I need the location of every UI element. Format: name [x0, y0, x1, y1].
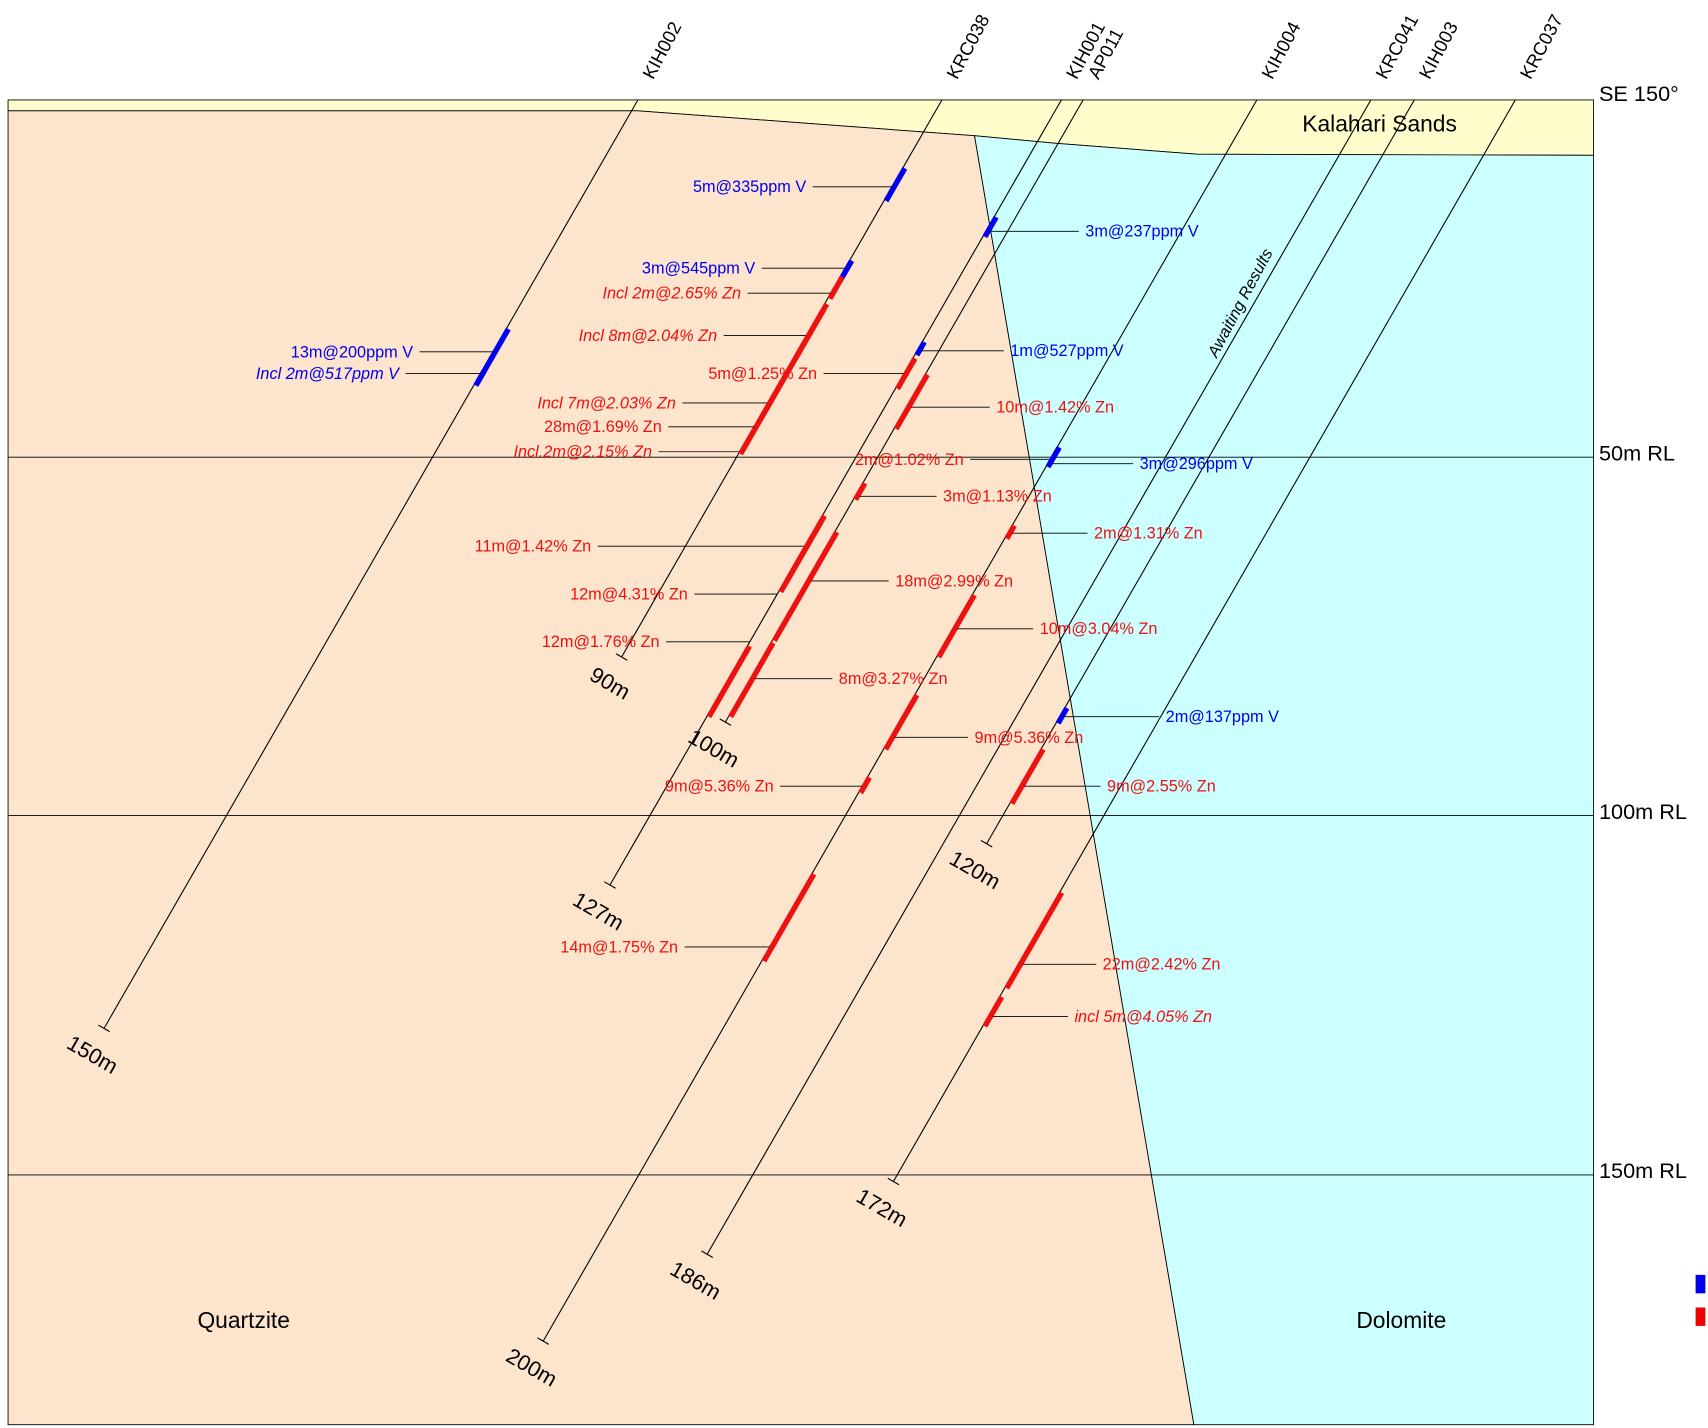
unit-label: Quartzite	[197, 1307, 289, 1333]
intercept-bar	[827, 275, 845, 300]
intercept-bar	[1045, 446, 1062, 469]
hole-end-tick	[98, 1024, 110, 1033]
intercept-label: 10m@1.42% Zn	[996, 399, 1114, 417]
intercept-bar	[895, 357, 918, 391]
intercept-bar	[853, 481, 868, 501]
intercept-label: 3m@237ppm V	[1085, 223, 1198, 241]
intercept-label: 2m@137ppm V	[1166, 708, 1279, 726]
intercept-label: 13m@200ppm V	[291, 343, 413, 361]
unit-label: Kalahari Sands	[1302, 110, 1457, 136]
drill-hole	[103, 99, 639, 1029]
intercept-bar	[740, 302, 830, 453]
hole-end-tick	[980, 840, 993, 848]
intercept-label: 2m@1.31% Zn	[1094, 525, 1203, 543]
intercept-label: 1m@527ppm V	[1010, 342, 1123, 360]
intercept-bar	[982, 995, 1005, 1028]
intercept-bar	[883, 693, 920, 751]
intercept-label: Incl 2m@2.65% Zn	[603, 285, 742, 303]
hole-end-tick	[719, 718, 732, 726]
intercept-label: Incl 7m@2.03% Zn	[537, 394, 676, 412]
intercept-bar	[982, 215, 999, 239]
intercept-bar	[1004, 524, 1017, 540]
intercept-label: 12m@1.76% Zn	[542, 633, 660, 651]
intercept-label: 9m@5.36% Zn	[665, 778, 774, 796]
intercept-label: 10m@3.04% Zn	[1040, 620, 1158, 638]
hole-end-tick	[887, 1177, 900, 1186]
rl-label: 100m RL	[1599, 799, 1687, 824]
intercept-bar	[1055, 706, 1070, 725]
intercept-bar	[838, 259, 855, 282]
intercept-label: 11m@1.42% Zn	[475, 538, 592, 556]
intercept-label: Incl.2m@2.15% Zn	[513, 443, 652, 461]
intercept-label: 12m@4.31% Zn	[570, 585, 688, 603]
hole-end-tick	[615, 653, 628, 661]
rl-label: 150m RL	[1599, 1158, 1687, 1183]
intercept-bar	[475, 370, 487, 384]
intercept-label: 14m@1.75% Zn	[560, 938, 678, 956]
intercept-bar	[771, 530, 840, 643]
intercept-label: 18m@2.99% Zn	[895, 572, 1013, 590]
intercept-bar	[883, 166, 908, 203]
intercept-label: 22m@2.42% Zn	[1103, 956, 1221, 974]
intercept-label: 2m@1.02% Zn	[855, 451, 964, 469]
drill-hole	[706, 99, 1372, 1255]
intercept-label: 3m@1.13% Zn	[943, 488, 1052, 506]
intercept-label: 3m@296ppm V	[1140, 455, 1253, 473]
intercept-bar	[936, 593, 977, 659]
intercept-bar	[761, 872, 817, 963]
intercept-label: 5m@1.25% Zn	[708, 365, 817, 383]
unit-label: Dolomite	[1356, 1307, 1446, 1333]
intercept-bar	[1004, 891, 1065, 990]
intercept-label: 9m@2.55% Zn	[1107, 778, 1216, 796]
intercept-bar	[706, 644, 752, 719]
intercept-bar	[893, 373, 930, 431]
intercept-label: incl 5m@4.05% Zn	[1074, 1008, 1212, 1026]
intercept-label: 9m@5.36% Zn	[975, 729, 1084, 747]
dolomite-unit	[974, 135, 1594, 1426]
intercept-label: Incl 2m@517ppm V	[256, 365, 401, 383]
legend-swatch	[1695, 1307, 1706, 1326]
hole-end-tick	[701, 1250, 714, 1258]
section-label: SE 150°	[1599, 81, 1679, 106]
hole-end-tick	[604, 881, 616, 889]
intercept-label: 8m@3.27% Zn	[839, 670, 948, 688]
intercept-bar	[778, 519, 824, 594]
intercept-label: 5m@335ppm V	[693, 178, 806, 196]
intercept-bar	[858, 776, 872, 795]
intercept-label: Incl 8m@2.04% Zn	[579, 327, 718, 345]
intercept-bar	[1009, 747, 1046, 805]
intercept-bar	[728, 641, 776, 719]
intercept-label: 3m@545ppm V	[642, 260, 755, 278]
intercept-bar	[914, 340, 927, 357]
rl-label: 50m RL	[1599, 440, 1675, 465]
legend-swatch	[1695, 1274, 1706, 1294]
hole-end-tick	[537, 1337, 550, 1345]
intercept-label: 28m@1.69% Zn	[544, 418, 662, 436]
intercept-bar	[738, 438, 752, 456]
